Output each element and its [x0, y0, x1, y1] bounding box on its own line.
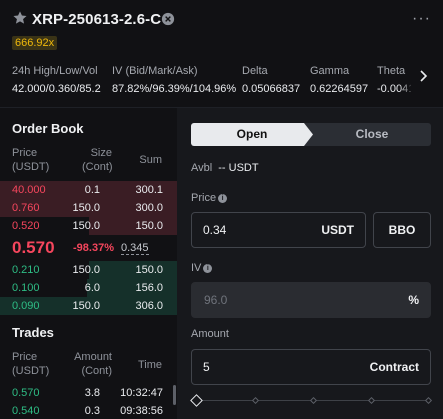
trade-amount: 0.3 [84, 405, 100, 417]
trades-time-header: Time [137, 359, 162, 371]
trades-amount-header: Amount (Cont) [70, 350, 112, 378]
available-balance: Avbl -- USDT [191, 162, 259, 174]
ask-price: 40.000 [12, 184, 46, 196]
ob-size-header-unit: (Cont) [82, 161, 113, 173]
bid-depth-bar [0, 297, 177, 315]
bid-sum: 150.0 [135, 264, 163, 276]
bid-sum: 156.0 [135, 282, 163, 294]
price-label: Price i [191, 192, 228, 204]
trade-price: 0.540 [12, 405, 40, 417]
price-input-unit: USDT [321, 223, 354, 237]
price-info-icon[interactable]: i [218, 194, 228, 203]
amount-label: Amount [191, 328, 229, 340]
header-divider [0, 107, 443, 108]
iv-input-value: 96.0 [204, 293, 228, 307]
trades-price-header-unit: (USDT) [12, 365, 50, 377]
bid-row[interactable]: 0.090 150.0 306.0 [0, 297, 177, 315]
amount-input[interactable]: 5 Contract [191, 349, 431, 385]
last-price: 0.570 [12, 238, 55, 257]
bid-depth-bar [88, 261, 177, 279]
stat-iv-value: 87.82%/96.39%/104.96% [112, 83, 237, 95]
trades-title: Trades [12, 325, 54, 340]
tab-open[interactable]: Open [191, 123, 313, 146]
ob-price-header-label: Price [12, 147, 38, 159]
stat-gamma-value: 0.62264597 [310, 83, 369, 95]
ask-sum: 150.0 [135, 220, 163, 232]
trade-time: 10:32:47 [120, 387, 163, 399]
iv-info-icon[interactable]: i [203, 264, 213, 273]
bid-depth-bar [86, 279, 177, 297]
favorite-star-icon[interactable] [12, 10, 28, 26]
ask-price: 0.520 [12, 220, 40, 232]
ob-price-header: Price (USDT) [12, 146, 49, 174]
bid-price: 0.090 [12, 300, 40, 312]
ask-size: 0.1 [84, 184, 100, 196]
stat-high-low-vol-label: 24h High/Low/Vol [12, 65, 98, 77]
trades-price-header-label: Price [12, 351, 38, 363]
stat-theta-value: -0.0041 [377, 83, 411, 95]
ask-depth-bar [0, 181, 177, 199]
symbol-title: XRP-250613-2.6-C [32, 11, 162, 28]
trade-amount: 3.8 [84, 387, 100, 399]
bid-size: 6.0 [84, 282, 100, 294]
amount-input-value: 5 [203, 360, 210, 374]
bid-row[interactable]: 0.100 6.0 156.0 [0, 279, 177, 297]
stat-theta-label: Theta [377, 65, 406, 77]
mark-price[interactable]: 0.345 [121, 242, 149, 255]
ob-sum-header: Sum [139, 154, 162, 166]
ask-depth-bar [88, 217, 177, 235]
leverage-badge: 666.92x [12, 36, 58, 50]
more-options-icon[interactable]: ··· [412, 10, 431, 27]
ob-price-header-unit: (USDT) [12, 161, 50, 173]
trades-amount-header-label: Amount [74, 351, 112, 363]
stat-gamma-label: Gamma [310, 65, 350, 77]
stat-iv-label: IV (Bid/Mark/Ask) [112, 65, 198, 77]
ob-size-header-label: Size [90, 147, 112, 159]
bid-price: 0.210 [12, 264, 40, 276]
tab-close[interactable]: Close [355, 127, 389, 141]
avbl-label: Avbl [191, 162, 213, 174]
trade-price: 0.570 [12, 387, 40, 399]
iv-input-unit: % [408, 293, 419, 307]
stat-theta: Theta -0.0041 [377, 60, 411, 100]
trades-price-header: Price (USDT) [12, 350, 49, 378]
stat-high-low-vol-value: 42.000/0.360/85.2 [12, 83, 101, 95]
ask-row[interactable]: 0.760 150.0 300.0 [0, 199, 177, 217]
trades-scrollbar[interactable] [173, 385, 176, 405]
trades-amount-header-unit: (Cont) [81, 365, 112, 377]
price-input[interactable]: 0.34 USDT [191, 212, 366, 248]
iv-label: IV i [191, 262, 213, 274]
ask-row[interactable]: 0.520 150.0 150.0 [0, 217, 177, 235]
open-close-tabs: Open Close [191, 123, 431, 146]
bbo-button[interactable]: BBO [373, 212, 431, 248]
price-label-text: Price [191, 192, 217, 204]
ask-row[interactable]: 40.000 0.1 300.1 [0, 181, 177, 199]
stat-delta-value: 0.05066837 [242, 83, 301, 95]
iv-input: 96.0 % [191, 282, 431, 318]
bid-sum: 306.0 [135, 300, 163, 312]
amount-input-unit: Contract [369, 360, 419, 374]
ask-sum: 300.0 [135, 202, 163, 214]
ask-size: 150.0 [72, 202, 100, 214]
bid-size: 150.0 [72, 300, 100, 312]
price-change-percent: -98.37% [73, 242, 114, 254]
ask-depth-bar [0, 199, 177, 217]
iv-label-text: IV [191, 262, 202, 274]
order-book-title: Order Book [12, 121, 84, 136]
bid-price: 0.100 [12, 282, 40, 294]
ask-price: 0.760 [12, 202, 40, 214]
close-circle-icon[interactable] [161, 12, 175, 26]
stat-delta-label: Delta [242, 65, 268, 77]
ask-sum: 300.1 [135, 184, 163, 196]
trade-row: 0.570 3.8 10:32:47 [0, 384, 177, 402]
ask-size: 150.0 [72, 220, 100, 232]
ob-size-header: Size (Cont) [82, 146, 113, 174]
bid-row[interactable]: 0.210 150.0 150.0 [0, 261, 177, 279]
chevron-right-icon[interactable] [417, 69, 429, 83]
price-input-value: 0.34 [203, 223, 227, 237]
trade-row: 0.540 0.3 09:38:56 [0, 402, 177, 419]
bid-size: 150.0 [72, 264, 100, 276]
trade-time: 09:38:56 [120, 405, 163, 417]
avbl-value: -- USDT [218, 162, 259, 174]
